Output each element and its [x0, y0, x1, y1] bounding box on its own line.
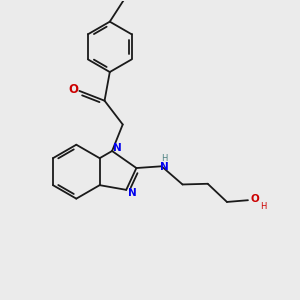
Text: H: H: [161, 154, 168, 163]
Text: O: O: [68, 83, 78, 96]
Text: O: O: [250, 194, 259, 204]
Text: N: N: [160, 162, 169, 172]
Text: N: N: [128, 188, 136, 198]
Text: H: H: [260, 202, 266, 211]
Text: N: N: [113, 142, 122, 152]
